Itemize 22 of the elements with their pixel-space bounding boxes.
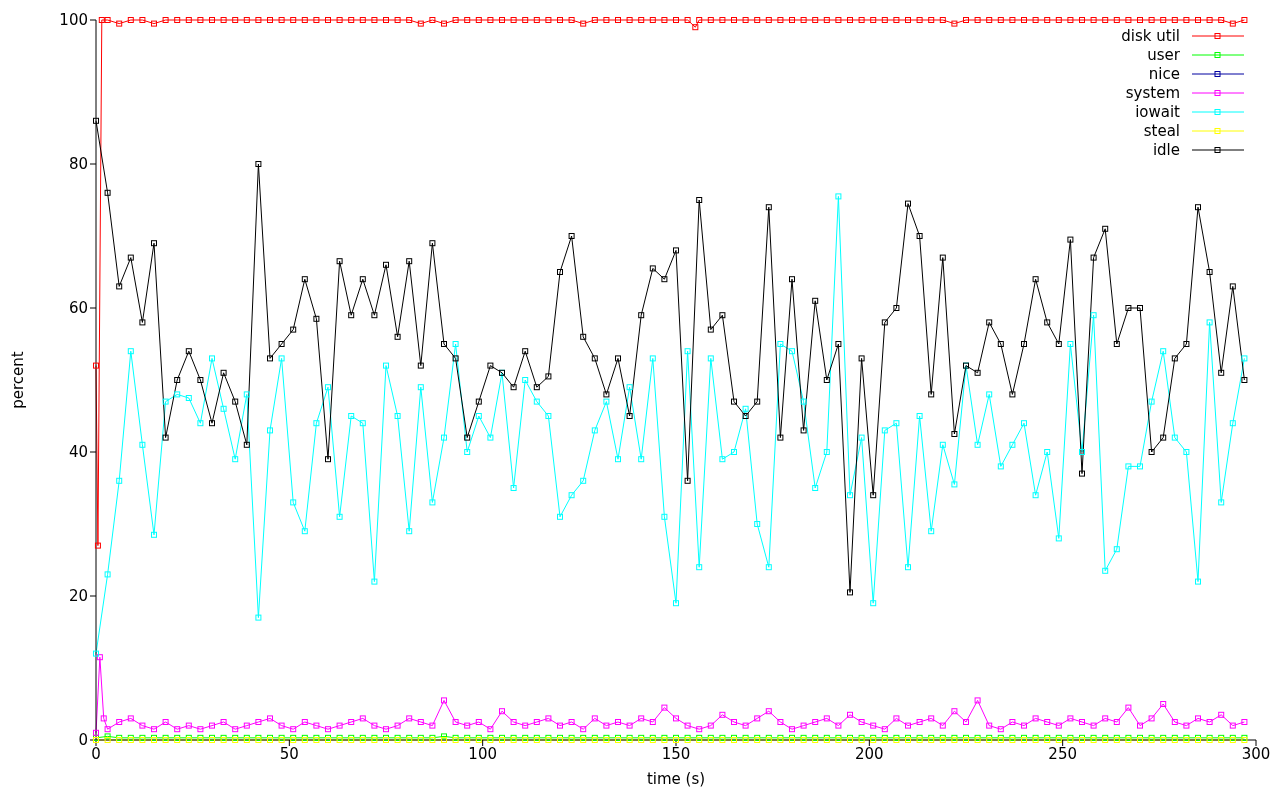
legend-label: user	[1147, 45, 1180, 64]
x-tick-label: 100	[468, 744, 497, 763]
y-tick-label: 60	[68, 299, 88, 318]
legend-label: iowait	[1135, 102, 1180, 121]
y-tick-label: 20	[68, 587, 88, 606]
y-tick-label: 0	[78, 731, 88, 750]
x-tick-label: 0	[91, 744, 101, 763]
y-tick-label: 100	[59, 11, 88, 30]
legend-label: disk util	[1121, 26, 1180, 45]
x-tick-label: 200	[855, 744, 884, 763]
y-tick-label: 80	[68, 155, 88, 174]
x-tick-label: 50	[279, 744, 299, 763]
legend-label: idle	[1152, 140, 1180, 159]
x-tick-label: 250	[1048, 744, 1077, 763]
y-axis-title: percent	[9, 351, 28, 409]
legend-label: system	[1125, 83, 1180, 102]
x-tick-label: 150	[661, 744, 691, 763]
legend-label: steal	[1143, 121, 1180, 140]
x-tick-label: 300	[1241, 744, 1271, 763]
y-tick-label: 40	[68, 443, 88, 462]
x-axis-title: time (s)	[646, 770, 706, 788]
legend-label: nice	[1148, 64, 1180, 83]
